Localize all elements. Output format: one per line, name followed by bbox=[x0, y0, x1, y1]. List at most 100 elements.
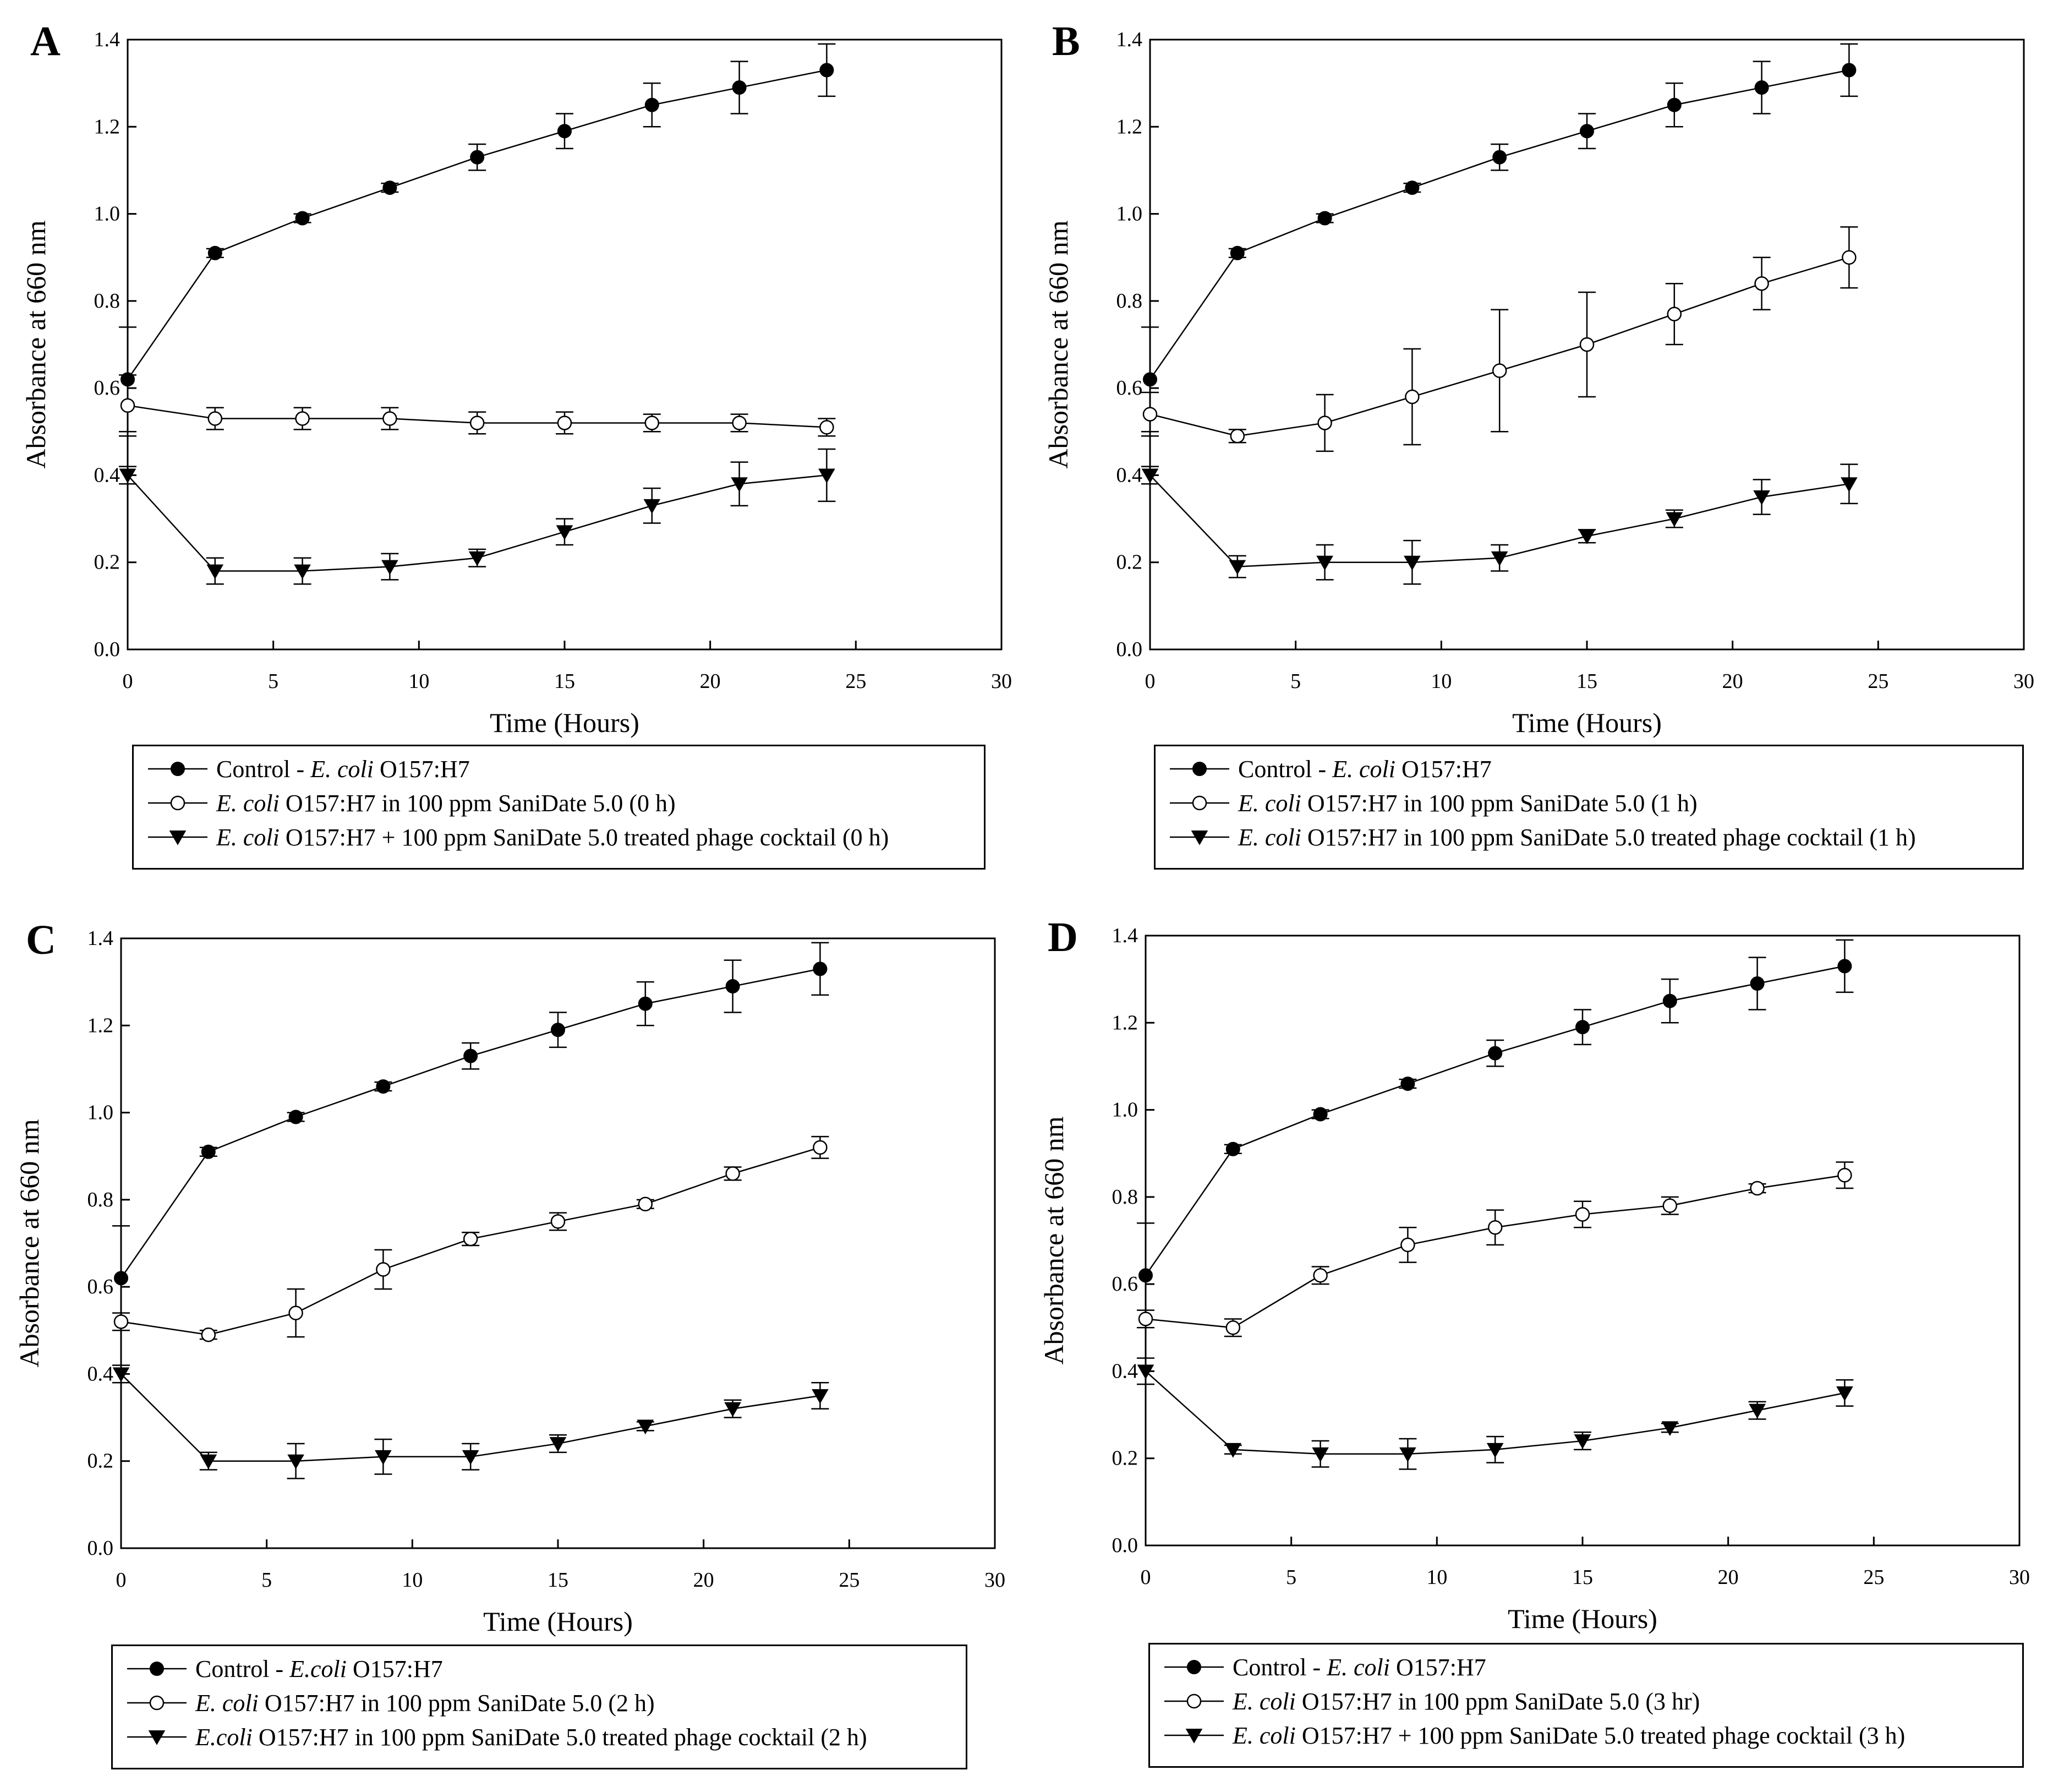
data-point bbox=[382, 411, 397, 426]
data-point bbox=[556, 525, 573, 540]
legend-label-part: O157:H7 in 100 ppm SaniDate 5.0 (1 h) bbox=[1301, 789, 1698, 817]
legend-label: Control - E. coli O157:H7 bbox=[1233, 1653, 1486, 1681]
y-axis-label: Absorbance at 660 nm bbox=[20, 220, 51, 468]
x-tick-label: 25 bbox=[839, 1569, 859, 1592]
data-point bbox=[1750, 976, 1765, 991]
legend-label-part: O157:H7 bbox=[1389, 1653, 1486, 1681]
legend-label-part: O157:H7 + 100 ppm SaniDate 5.0 treated p… bbox=[1295, 1722, 1906, 1749]
legend-a: Control - E. coli O157:H7 E. coli O157:H7… bbox=[132, 745, 986, 870]
x-tick-label: 10 bbox=[402, 1569, 423, 1592]
series-line bbox=[1145, 1174, 1845, 1329]
legend-label-italic-part: E.coli bbox=[289, 1655, 347, 1682]
x-tick-label: 5 bbox=[268, 670, 278, 693]
data-point bbox=[1666, 512, 1683, 527]
legend-entry: E.coli O157:H7 in 100 ppm SaniDate 5.0 t… bbox=[124, 1721, 867, 1753]
y-tick-label: 1.2 bbox=[94, 115, 121, 138]
data-point bbox=[207, 411, 223, 426]
x-tick-label: 5 bbox=[1290, 670, 1301, 693]
panel-label: D bbox=[1048, 914, 1078, 960]
legend-marker bbox=[127, 1730, 187, 1745]
legend-entry: Control - E. coli O157:H7 bbox=[1167, 753, 1492, 785]
legend-label: E. coli O157:H7 in 100 ppm SaniDate 5.0 … bbox=[1233, 1687, 1700, 1715]
data-point bbox=[288, 1305, 303, 1320]
legend-label-italic-part: E. coli bbox=[1327, 1653, 1390, 1681]
data-point bbox=[1312, 1447, 1329, 1462]
x-tick-label: 15 bbox=[1576, 670, 1597, 693]
data-point bbox=[1580, 124, 1594, 139]
data-point bbox=[1575, 1020, 1590, 1035]
data-point bbox=[638, 1197, 653, 1212]
series-1 bbox=[119, 43, 836, 433]
legend-symbol bbox=[1187, 1660, 1201, 1674]
legend-label: E. coli O157:H7 in 100 ppm SaniDate 5.0 … bbox=[216, 789, 676, 817]
data-point bbox=[1842, 250, 1857, 265]
legend-entry: E. coli O157:H7 in 100 ppm SaniDate 5.0 … bbox=[1161, 1685, 1700, 1717]
y-tick-label: 0.8 bbox=[87, 1188, 114, 1211]
data-point bbox=[1842, 63, 1857, 78]
data-point bbox=[1488, 1046, 1503, 1061]
panel-a: A 0.0 0.2 0.4 0.6 0.8 1.0 1.2 1.4 0 5 10 15 20 25 30 Tim… bbox=[20, 18, 1012, 738]
y-tick-label: 1.4 bbox=[87, 927, 114, 950]
data-point bbox=[725, 1166, 740, 1181]
data-point bbox=[1224, 1443, 1242, 1458]
data-point bbox=[1492, 150, 1507, 165]
legend-label-part: O157:H7 bbox=[1395, 755, 1492, 783]
data-point bbox=[1754, 80, 1769, 95]
data-point bbox=[1399, 1447, 1416, 1462]
x-axis-label: Time (Hours) bbox=[1512, 707, 1662, 738]
panel-c: C 0.0 0.2 0.4 0.6 0.8 1.0 1.2 1.4 0 5 10 15 20 25 30 Tim… bbox=[14, 917, 1005, 1637]
legend-marker bbox=[1170, 762, 1229, 776]
y-tick-label: 0.4 bbox=[87, 1362, 114, 1385]
data-point bbox=[1230, 428, 1245, 444]
data-point bbox=[1317, 416, 1332, 430]
legend-entry: E. coli O157:H7 in 100 ppm SaniDate 5.0 … bbox=[145, 787, 676, 819]
legend-label: E.coli O157:H7 in 100 ppm SaniDate 5.0 t… bbox=[195, 1723, 867, 1751]
data-point bbox=[113, 1314, 129, 1329]
data-point bbox=[1229, 560, 1246, 575]
data-point bbox=[1491, 551, 1508, 566]
data-point bbox=[1754, 276, 1769, 291]
x-tick-label: 20 bbox=[1722, 670, 1743, 693]
legend-symbol bbox=[1191, 831, 1208, 845]
data-point bbox=[119, 468, 136, 484]
panel-b: B 0.0 0.2 0.4 0.6 0.8 1.0 1.2 1.4 0 5 10 15 20 25 30 Tim… bbox=[1043, 18, 2034, 738]
data-point bbox=[382, 181, 397, 195]
data-point bbox=[1667, 97, 1682, 112]
data-point bbox=[1841, 477, 1858, 493]
x-tick-label: 10 bbox=[1426, 1566, 1447, 1589]
legend-label-italic-part: E. coli bbox=[1238, 823, 1301, 851]
y-tick-label: 1.4 bbox=[1112, 924, 1138, 947]
data-point bbox=[1405, 181, 1420, 195]
legend-label-italic-part: E.coli bbox=[195, 1723, 253, 1751]
x-tick-label: 30 bbox=[2013, 670, 2034, 693]
legend-label-italic-part: E. coli bbox=[1238, 789, 1301, 817]
legend-label-part: Control - bbox=[195, 1655, 290, 1682]
panel-label: C bbox=[26, 917, 56, 963]
data-point bbox=[1142, 407, 1158, 422]
x-axis-label: Time (Hours) bbox=[483, 1606, 633, 1637]
data-point bbox=[818, 468, 835, 484]
series-2 bbox=[1137, 1161, 1854, 1337]
x-tick-label: 5 bbox=[261, 1569, 272, 1592]
data-point bbox=[206, 564, 224, 580]
series-3 bbox=[112, 1364, 829, 1479]
data-point bbox=[1574, 1434, 1591, 1449]
data-point bbox=[557, 124, 572, 139]
y-tick-label: 1.2 bbox=[1112, 1011, 1138, 1034]
y-tick-label: 1.0 bbox=[87, 1101, 114, 1124]
y-tick-label: 0.0 bbox=[1112, 1534, 1138, 1557]
panel-d: D 0.0 0.2 0.4 0.6 0.8 1.0 1.2 1.4 0 5 10 15 20 25 30 Tim… bbox=[1038, 914, 2030, 1634]
legend-symbol bbox=[1186, 1693, 1202, 1709]
legend-d: Control - E. coli O157:H7 E. coli O157:H7… bbox=[1148, 1643, 2024, 1768]
legend-marker bbox=[1170, 831, 1229, 845]
series-2 bbox=[112, 1135, 829, 1342]
data-point bbox=[468, 551, 486, 566]
y-tick-label: 1.2 bbox=[87, 1014, 114, 1037]
x-tick-label: 30 bbox=[984, 1569, 1005, 1592]
y-tick-label: 0.4 bbox=[94, 463, 121, 487]
y-tick-label: 1.4 bbox=[94, 28, 121, 51]
data-point bbox=[732, 416, 747, 430]
legend-label-part: O157:H7 + 100 ppm SaniDate 5.0 treated p… bbox=[279, 823, 889, 851]
legend-marker bbox=[127, 1695, 187, 1711]
y-tick-label: 0.6 bbox=[1116, 376, 1143, 400]
